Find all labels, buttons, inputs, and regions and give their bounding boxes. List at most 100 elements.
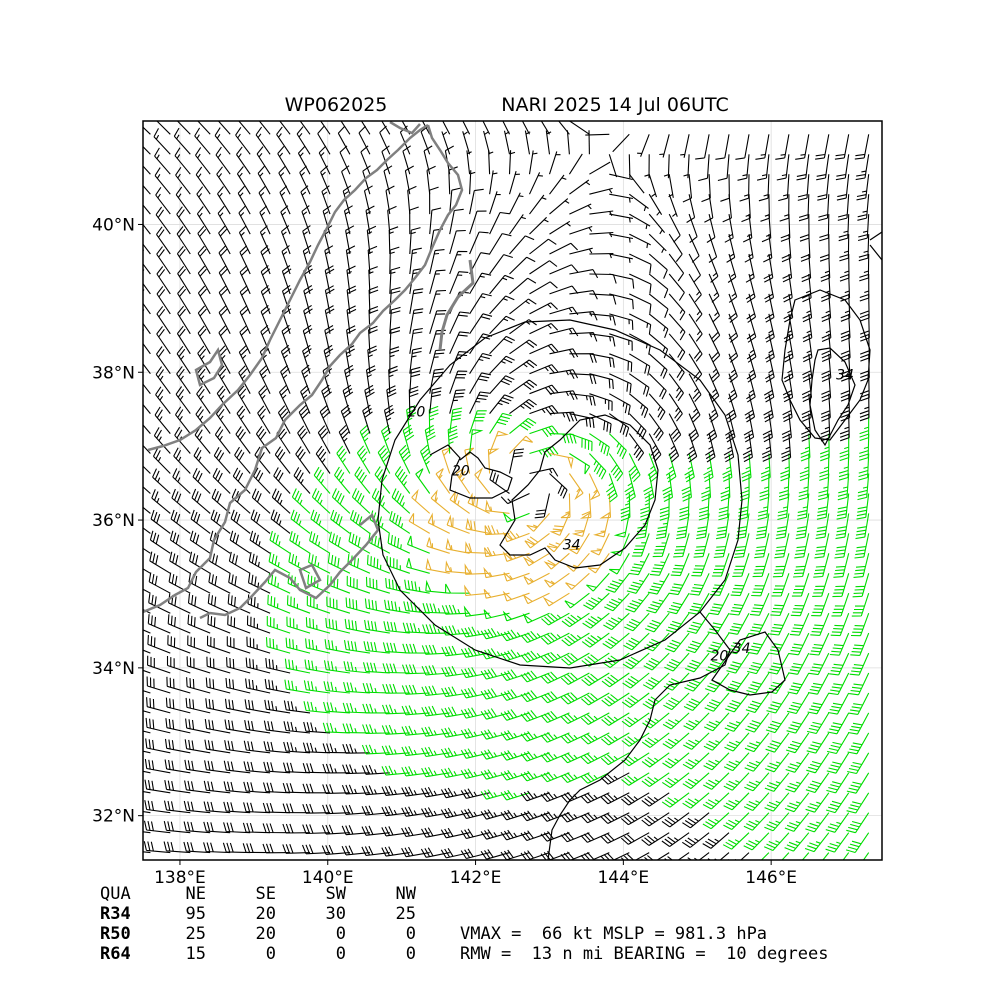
wind-barb [848,692,870,715]
wind-barb [586,572,610,592]
wind-barb [243,781,271,794]
wind-barb [605,473,618,503]
contour-label: 20 [711,648,729,664]
wind-barb [855,513,870,540]
wind-barb [609,353,633,372]
wind-barb [146,697,171,714]
wind-barb [569,433,593,452]
wind-barb [304,659,331,674]
wind-barb [529,302,558,315]
wind-barb [489,375,515,395]
wind-barb [248,551,271,574]
wind-barb [398,444,411,474]
wind-barb [500,689,530,701]
wind-barb [742,433,753,463]
wind-barb [668,393,683,422]
wind-barb [544,572,570,588]
table-row-r64: R64 15 0 0 0 [100,944,416,964]
wind-barb [509,192,524,215]
wind-barb [784,812,810,832]
wind-barb [688,353,703,382]
wind-barb [774,533,790,559]
wind-barb [469,352,492,374]
wind-barb [362,404,373,434]
wind-barb [367,345,378,374]
wind-barb [623,632,650,651]
wind-barb [727,253,737,283]
wind-barb [748,612,770,636]
wind-barb [155,386,171,414]
wind-barb [480,849,510,860]
wind-barb [217,205,231,235]
wind-barb [840,313,851,342]
wind-barb [302,225,311,255]
wind-barb [836,493,850,520]
wind-barb [195,166,211,195]
wind-barb [708,592,730,616]
wind-barb [469,391,490,414]
wind-barb [661,812,690,828]
wind-barb [723,812,750,830]
wind-barb [341,804,370,815]
wind-barb [193,447,211,474]
wind-barb [609,553,630,575]
wind-barb [642,672,670,690]
wind-barb [648,193,663,216]
wind-barb [777,493,790,521]
wind-barb [368,532,391,554]
wind-barb [204,760,231,774]
wind-barb [834,134,850,160]
wind-barb [143,486,151,494]
wind-barb [360,145,371,175]
wind-barb [628,154,631,179]
wind-barb [608,453,624,482]
wind-barb [460,646,490,658]
wind-barb [228,551,251,574]
wind-barb [429,310,447,334]
wind-barb [826,732,850,755]
wind-barb [156,346,171,375]
wind-barb [725,692,750,713]
wind-barb [742,214,753,243]
wind-barb [605,572,630,593]
wind-barb [281,265,292,295]
wind-barb [549,452,574,470]
wind-barb [317,425,331,454]
wind-barb [609,293,634,310]
wind-barb [147,655,171,674]
wind-barb [668,213,681,243]
wind-barb [286,595,311,614]
wind-barb [717,154,730,182]
wind-barb [197,325,211,355]
wind-barb [239,285,251,315]
wind-barb [166,656,191,674]
wind-barb [446,514,470,534]
wind-barb [284,679,311,694]
wind-barb [409,227,421,255]
wind-barb [581,632,610,648]
wind-barb [708,273,720,303]
wind-barb [526,513,550,532]
wind-barb [469,313,493,335]
wind-barb [811,593,830,617]
wind-barb [806,732,830,754]
wind-barb [384,599,410,614]
wind-barb [549,390,578,401]
wind-barb [153,427,171,454]
wind-barb [449,250,468,275]
wind-barb [143,465,151,474]
wind-barb [187,593,211,614]
wind-barb [381,121,391,135]
wind-barb [302,245,312,275]
wind-speed-contours [377,231,882,860]
wind-barb [449,389,466,414]
wind-barb [648,273,669,299]
wind-barb [430,489,451,514]
wind-barb [236,166,251,195]
wind-barb [279,185,291,215]
wind-barb [673,533,690,558]
wind-barb [628,193,649,212]
wind-barb [786,692,810,715]
wind-barb [820,393,831,422]
wind-barb [648,393,666,421]
